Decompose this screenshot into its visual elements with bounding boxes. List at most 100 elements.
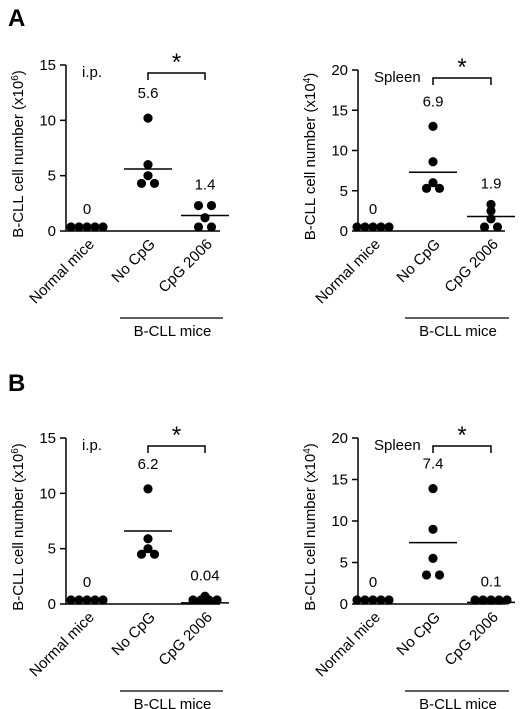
data-point	[149, 549, 160, 559]
y-tick-label: 5	[340, 183, 348, 200]
significance-bracket	[147, 72, 206, 80]
y-tick-label: 15	[39, 430, 56, 447]
data-point	[136, 549, 147, 559]
data-point	[428, 178, 438, 188]
data-point	[492, 222, 503, 232]
chart-2: 0 5 10 15 20 B-CLL cell number (x104) Spleen 0 6…	[302, 54, 515, 340]
data-point	[206, 222, 217, 232]
tissue-annotation: i.p.	[82, 437, 102, 454]
data-point	[478, 595, 488, 605]
data-point	[376, 222, 386, 232]
mean-value-label: 6.2	[138, 456, 159, 473]
data-point	[143, 484, 153, 494]
data-point	[200, 213, 210, 223]
data-point	[143, 113, 153, 123]
data-point	[428, 484, 438, 494]
data-point	[352, 222, 362, 232]
data-point	[428, 553, 438, 563]
data-point	[384, 595, 394, 605]
y-tick-label: 10	[39, 485, 56, 502]
data-point	[486, 595, 496, 605]
data-point	[143, 534, 153, 544]
y-tick-label: 10	[331, 513, 348, 530]
mean-value-label: 7.4	[423, 456, 444, 473]
panel-letter-b: B	[8, 370, 25, 397]
category-label: No CpG	[108, 609, 158, 659]
data-point	[149, 178, 160, 189]
y-tick-label: 0	[340, 596, 348, 613]
data-point	[193, 222, 204, 232]
category-label: Normal mice	[26, 236, 98, 308]
data-point	[98, 595, 108, 605]
y-axis-label: B-CLL cell number (x104)	[302, 443, 320, 611]
y-tick-label: 0	[340, 223, 348, 240]
y-axis-label: B-CLL cell number (x104)	[302, 73, 320, 241]
data-point	[486, 199, 496, 210]
data-point	[494, 595, 504, 605]
category-label: No CpG	[108, 236, 158, 286]
mean-value-label: 1.4	[195, 177, 216, 194]
tissue-annotation: Spleen	[374, 69, 421, 86]
data-point	[352, 595, 362, 605]
group-label: B-CLL mice	[134, 323, 212, 340]
data-point	[368, 595, 378, 605]
y-tick-label: 10	[331, 143, 348, 160]
data-point	[143, 171, 153, 181]
y-tick-label: 15	[39, 57, 56, 74]
data-point	[428, 524, 438, 534]
category-label: CpG 2006	[155, 609, 215, 669]
data-point	[421, 570, 432, 580]
data-point	[376, 595, 386, 605]
data-point	[82, 222, 92, 232]
group-label: B-CLL mice	[419, 323, 497, 340]
data-point	[82, 595, 92, 605]
category-label: No CpG	[393, 236, 443, 286]
data-point	[143, 544, 153, 554]
significance-bracket	[432, 77, 492, 85]
y-axis-label: B-CLL cell number (x106)	[10, 443, 28, 611]
y-tick-label: 5	[48, 541, 56, 558]
data-point	[502, 595, 512, 605]
data-point	[360, 595, 370, 605]
data-point	[74, 595, 84, 605]
mean-value-label: 0.04	[190, 567, 219, 584]
data-point	[74, 222, 84, 232]
group-label: B-CLL mice	[134, 696, 212, 709]
data-point	[90, 595, 100, 605]
category-label: Normal mice	[312, 609, 384, 681]
category-label: Normal mice	[26, 609, 98, 681]
y-tick-label: 15	[331, 102, 348, 119]
significance-star: *	[457, 422, 466, 449]
category-label: CpG 2006	[155, 236, 215, 296]
data-point	[143, 160, 153, 170]
data-point	[479, 222, 490, 232]
category-label: CpG 2006	[441, 236, 501, 296]
data-point	[98, 222, 108, 232]
y-tick-label: 20	[331, 430, 348, 447]
y-tick-label: 10	[39, 112, 56, 129]
data-point	[66, 595, 76, 605]
mean-value-label: 0.1	[481, 573, 502, 590]
y-axis-label: B-CLL cell number (x106)	[10, 70, 28, 238]
data-point	[470, 595, 480, 605]
y-tick-label: 0	[48, 596, 56, 613]
data-point	[90, 222, 100, 232]
data-point	[486, 206, 496, 216]
significance-bracket	[432, 445, 492, 453]
category-label: Normal mice	[312, 236, 384, 308]
significance-bracket	[147, 445, 206, 453]
data-point	[428, 121, 438, 131]
data-point	[193, 200, 204, 211]
category-label: No CpG	[393, 609, 443, 659]
significance-star: *	[172, 49, 181, 76]
mean-value-label: 0	[83, 201, 91, 218]
mean-value-label: 1.9	[481, 175, 502, 192]
data-point	[136, 178, 147, 189]
y-tick-label: 0	[48, 223, 56, 240]
data-point	[360, 222, 370, 232]
y-tick-label: 15	[331, 472, 348, 489]
data-point	[434, 183, 445, 193]
chart-4: 0 5 10 15 20 B-CLL cell number (x104) Spleen 0 7…	[302, 422, 515, 709]
mean-value-label: 5.6	[138, 85, 159, 102]
panel-letter-a: A	[8, 5, 25, 32]
